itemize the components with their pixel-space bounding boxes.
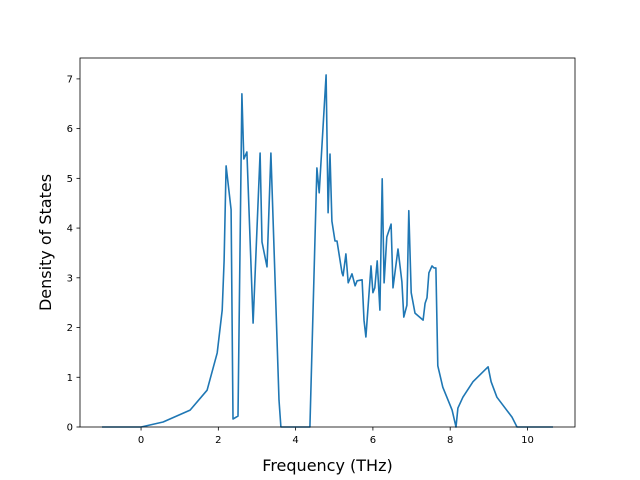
y-tick-label: 0 [67,423,73,434]
series-line [102,74,553,428]
y-tick-label: 4 [67,224,73,235]
y-tick-label: 2 [67,323,73,334]
x-tick-label: 10 [521,435,534,446]
axes-frame [79,57,576,428]
x-tick-label: 2 [215,435,221,446]
x-tick-label: 8 [447,435,453,446]
y-tick-label: 7 [67,74,73,85]
x-tick-label: 0 [138,435,144,446]
x-axis-label: Frequency (THz) [262,456,392,475]
x-tick-label: 6 [370,435,376,446]
y-tick-label: 3 [67,273,73,284]
y-axis-label: Density of States [36,174,55,311]
y-tick-label: 5 [67,174,73,185]
y-tick-label: 6 [67,124,73,135]
y-tick-label: 1 [67,373,73,384]
x-tick-label: 4 [292,435,298,446]
